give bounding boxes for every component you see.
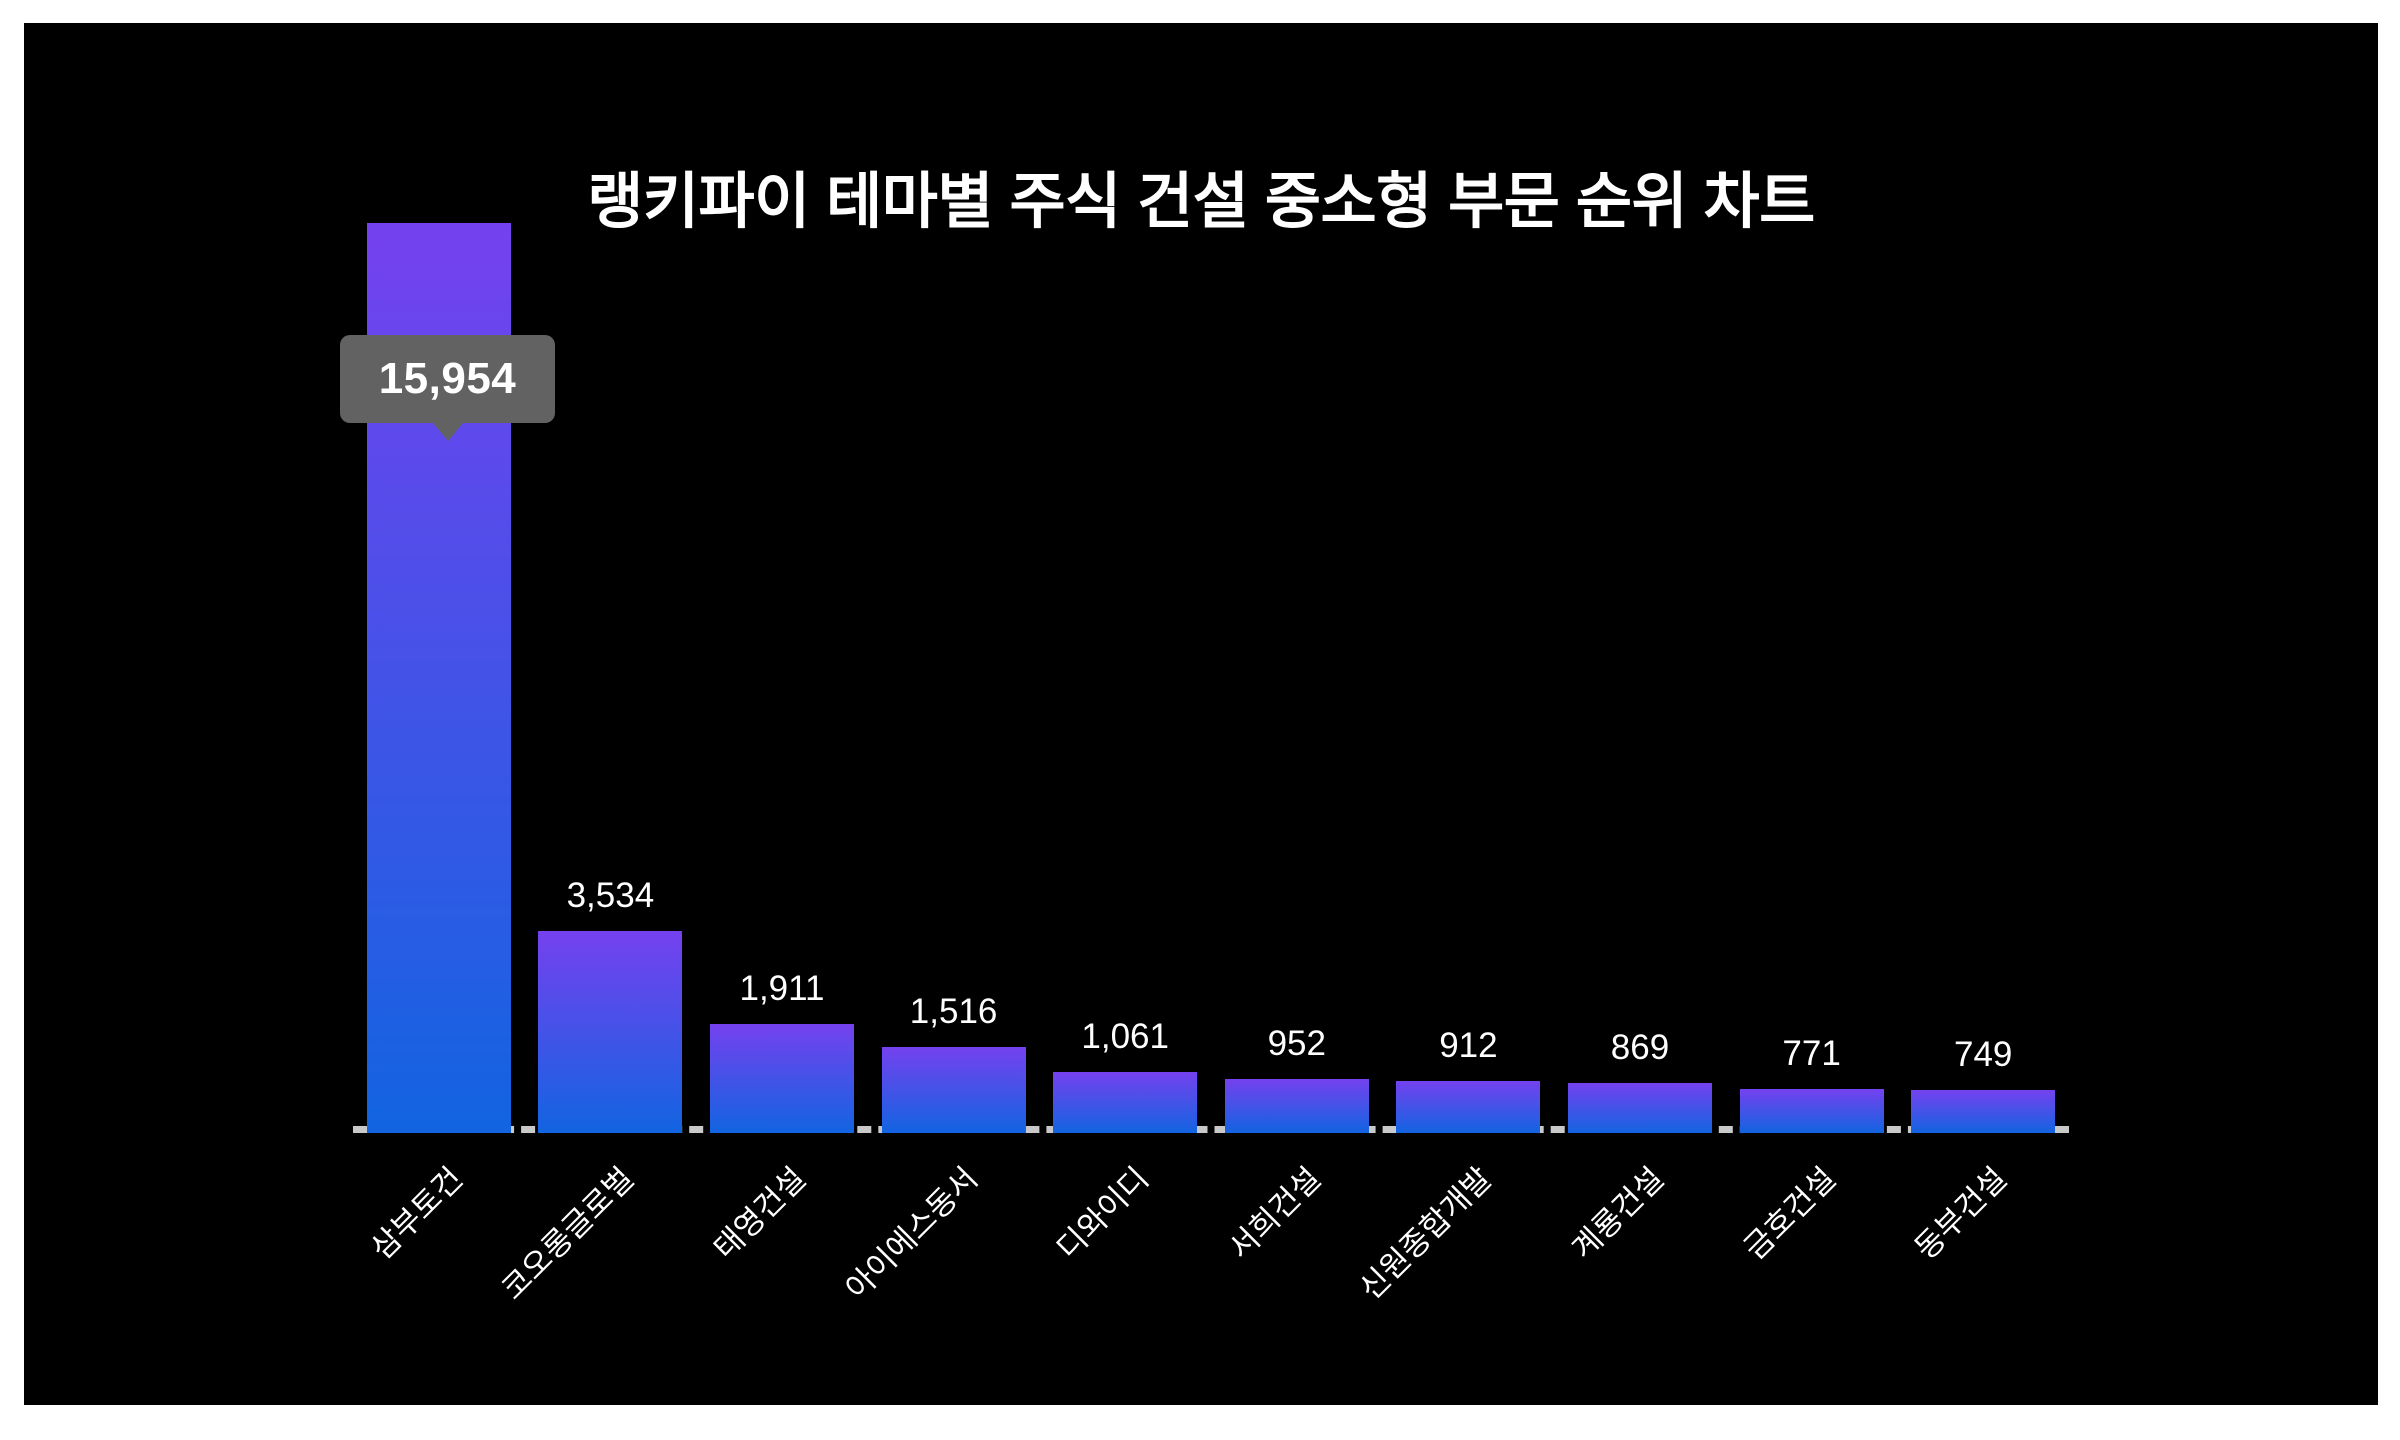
- bar[interactable]: [881, 1046, 1026, 1133]
- bar-value-label: 1,061: [1081, 1017, 1169, 1057]
- bar[interactable]: [709, 1024, 855, 1133]
- bar-value-label: 869: [1610, 1028, 1670, 1068]
- bar-group[interactable]: 952 서희건설: [1211, 223, 1383, 1266]
- x-axis-label: 신원종합개발: [1353, 1160, 1499, 1307]
- plot-area: 삼부토건 3,534 코오롱글로벌 1,911 태영건설 1,516 아이에스동서 1,061…: [353, 223, 2069, 1306]
- value-tooltip: 15,954: [340, 335, 555, 441]
- bar-group[interactable]: 912 신원종합개발: [1353, 223, 1555, 1306]
- x-axis-label: 금호건설: [1736, 1160, 1842, 1267]
- bar[interactable]: [1224, 1078, 1369, 1133]
- chart-panel: 랭키파이 테마별 주식 건설 중소형 부문 순위 차트 삼부토건 3,534 코오롱…: [24, 23, 2378, 1405]
- x-axis-label: 서희건설: [1221, 1160, 1328, 1267]
- bar-value-label: 3,534: [566, 876, 655, 916]
- bar-group[interactable]: 749 동부건설: [1897, 223, 2069, 1266]
- tooltip-value: 15,954: [378, 354, 517, 403]
- bar-group[interactable]: 771 금호건설: [1726, 223, 1898, 1266]
- bar[interactable]: [538, 931, 683, 1133]
- bar[interactable]: [1567, 1083, 1713, 1133]
- x-axis-label: 계룡건설: [1564, 1160, 1671, 1267]
- x-axis-label: 코오롱글로벌: [495, 1160, 641, 1307]
- x-axis-label: 디와이디: [1050, 1160, 1156, 1267]
- bar-group[interactable]: 869 계룡건설: [1554, 223, 1726, 1266]
- bar-value-label: 1,516: [909, 991, 998, 1031]
- bar-group[interactable]: 1,516 아이에스동서: [838, 223, 1040, 1306]
- bar[interactable]: [1911, 1090, 2056, 1133]
- bar-value-label: 1,911: [739, 969, 825, 1008]
- bar[interactable]: [1396, 1080, 1541, 1133]
- bar[interactable]: [1739, 1089, 1884, 1133]
- bar-group[interactable]: 1,911 태영건설: [696, 223, 868, 1266]
- tooltip-arrow-icon: [432, 423, 463, 441]
- page-title: 랭키파이 테마별 주식 건설 중소형 부문 순위 차트: [587, 167, 1815, 235]
- bar-value-label: 912: [1439, 1025, 1498, 1065]
- bar-group[interactable]: 1,061 디와이디: [1039, 223, 1211, 1266]
- bar-value-label: 771: [1782, 1034, 1841, 1074]
- bar-value-label: 952: [1267, 1023, 1326, 1063]
- bar-group[interactable]: 3,534 코오롱글로벌: [495, 223, 697, 1306]
- x-axis-label: 아이에스동서: [838, 1160, 984, 1307]
- bar-value-label: 749: [1953, 1035, 2013, 1075]
- x-axis-label: 태영건설: [706, 1160, 813, 1267]
- axis-baseline: [353, 1126, 2069, 1133]
- x-axis-label: 동부건설: [1908, 1160, 2014, 1267]
- x-axis-label: 삼부토건: [363, 1160, 470, 1267]
- bar[interactable]: [1053, 1072, 1198, 1133]
